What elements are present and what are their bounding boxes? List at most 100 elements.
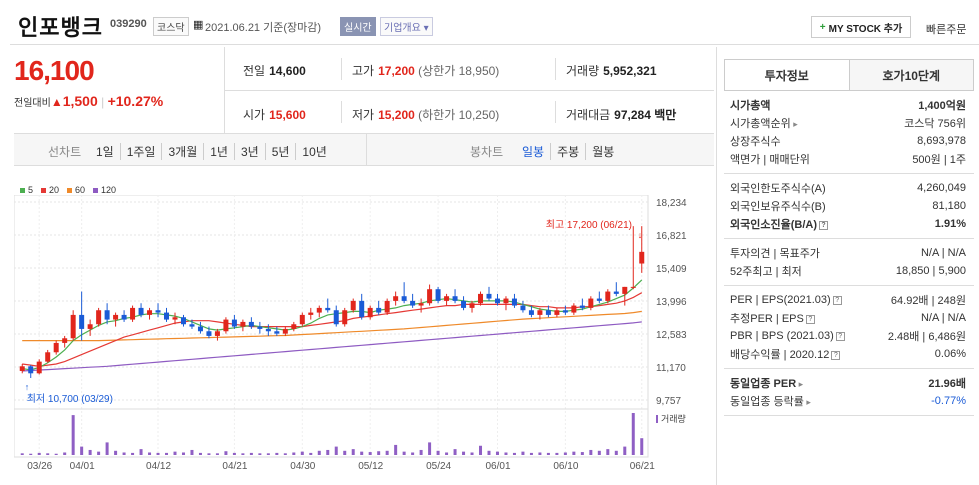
info-label: 외국인보유주식수(B) bbox=[730, 201, 826, 213]
period-tab[interactable]: 1년 bbox=[203, 143, 234, 160]
chart-legend: 5 20 60 120 bbox=[20, 185, 116, 195]
open-label: 시가 bbox=[243, 108, 266, 122]
realtime-tag[interactable]: 실시간 bbox=[340, 17, 376, 36]
volume-bar bbox=[71, 415, 75, 455]
help-icon[interactable]: ? bbox=[831, 350, 841, 360]
info-value: N/A | N/A bbox=[920, 312, 966, 324]
volume-bar bbox=[283, 453, 287, 455]
volume-bar bbox=[402, 451, 406, 455]
x-tick-label: 06/01 bbox=[485, 461, 510, 472]
divider bbox=[224, 47, 225, 133]
volume-bar bbox=[54, 453, 58, 455]
volume-bar bbox=[394, 444, 398, 455]
help-icon[interactable]: ? bbox=[835, 331, 845, 341]
company-info-dropdown[interactable]: 기업개요 ▾ bbox=[380, 17, 433, 36]
candle-body bbox=[240, 321, 246, 327]
candle-tab[interactable]: 일봉 bbox=[522, 145, 545, 159]
quick-order-button[interactable]: 빠른주문 bbox=[926, 24, 967, 36]
price-change: 전일대비▲1,500 | +10.27% bbox=[14, 93, 164, 109]
info-value: 4,260,049 bbox=[917, 182, 966, 194]
volume-bar bbox=[334, 446, 338, 455]
legend-label: 5 bbox=[28, 185, 34, 195]
period-tab[interactable]: 10년 bbox=[295, 143, 332, 160]
period-tab[interactable]: 5년 bbox=[264, 143, 296, 160]
volume-bar bbox=[589, 449, 593, 455]
candle-tab[interactable]: 월봉 bbox=[585, 143, 620, 160]
y-tick-label: 11,170 bbox=[656, 363, 686, 374]
change-label: 전일대비 bbox=[14, 98, 51, 109]
investment-info-panel: 투자정보 호가10단계 시가총액 1,400억원 시가총액순위 ▸ 코스닥 756위 상… bbox=[724, 59, 974, 416]
volume: 거래량 5,952,321 bbox=[566, 62, 657, 79]
tab-order-book[interactable]: 호가10단계 bbox=[849, 60, 973, 90]
candle-body bbox=[494, 298, 500, 304]
moving-average-line bbox=[22, 292, 643, 367]
candle-body bbox=[325, 307, 331, 311]
info-group: 외국인한도주식수(A) 4,260,049 외국인보유주식수(B) 81,180 외국인… bbox=[724, 174, 974, 239]
x-tick-label: 04/01 bbox=[70, 461, 95, 472]
volume-bar bbox=[462, 451, 466, 455]
candle-body bbox=[342, 310, 348, 325]
candle-body bbox=[214, 331, 220, 336]
info-row: PER | EPS(2021.03)? 64.92배 | 248원 bbox=[724, 291, 974, 309]
help-icon[interactable]: ? bbox=[832, 295, 842, 305]
candle-body bbox=[282, 328, 288, 334]
calendar-icon: ▦ bbox=[193, 19, 204, 31]
low-value: 15,200 bbox=[378, 108, 415, 122]
chevron-down-icon: ▾ bbox=[423, 23, 429, 34]
candle-body bbox=[537, 310, 543, 315]
volume-bar bbox=[215, 453, 219, 455]
info-row: 외국인소진율(B/A)? 1.91% bbox=[724, 215, 974, 233]
candlestick-chart[interactable]: 18,234 16,821 15,409 13,996 12,583 11,170 9,75… bbox=[14, 195, 714, 485]
volume-bar bbox=[385, 450, 389, 455]
chevron-right-icon: ▸ bbox=[796, 379, 804, 389]
candle-body bbox=[36, 361, 42, 374]
candle-body bbox=[130, 307, 136, 320]
period-tabs: 1일 1주일 3개월 1년 3년 5년 10년 bbox=[90, 143, 333, 160]
legend-label: 120 bbox=[101, 185, 117, 195]
candle-body bbox=[554, 310, 560, 315]
candle-body bbox=[639, 251, 645, 264]
amount-label: 거래대금 bbox=[566, 108, 611, 122]
info-label[interactable]: 동일업종 등락률 ▸ bbox=[730, 396, 811, 408]
help-icon[interactable]: ? bbox=[805, 314, 815, 324]
period-tab[interactable]: 1일 bbox=[96, 145, 114, 159]
info-value: 21.96배 bbox=[928, 378, 966, 390]
info-label[interactable]: 시가총액순위 ▸ bbox=[730, 118, 798, 130]
candle-body bbox=[588, 298, 594, 308]
volume-bar bbox=[139, 449, 143, 455]
volume-bar bbox=[529, 452, 533, 455]
tab-investment-info[interactable]: 투자정보 bbox=[725, 60, 850, 90]
period-tab[interactable]: 1주일 bbox=[119, 143, 162, 160]
volume-bar bbox=[266, 453, 270, 455]
candle-body bbox=[308, 312, 314, 315]
volume-bar bbox=[156, 452, 160, 455]
x-tick-label: 03/26 bbox=[27, 461, 52, 472]
volume-bar bbox=[640, 438, 644, 455]
legend-label: 60 bbox=[75, 185, 86, 195]
chevron-right-icon: ▸ bbox=[803, 397, 811, 407]
my-stock-add-button[interactable]: + MY STOCK 추가 bbox=[811, 16, 911, 38]
volume-bar bbox=[232, 452, 236, 455]
info-label: 액면가 | 매매단위 bbox=[730, 154, 810, 166]
period-tab[interactable]: 3년 bbox=[233, 143, 265, 160]
candle-body bbox=[147, 310, 153, 315]
y-tick-label: 15,409 bbox=[656, 264, 687, 275]
volume-bar bbox=[131, 452, 135, 455]
amount-unit: 백만 bbox=[654, 108, 677, 122]
volume-bar bbox=[46, 453, 50, 455]
volume-label: 거래량 bbox=[661, 413, 686, 424]
volume-bar bbox=[190, 449, 194, 455]
period-tab[interactable]: 3개월 bbox=[161, 143, 203, 160]
help-icon[interactable]: ? bbox=[819, 220, 828, 230]
candle-body bbox=[469, 303, 475, 308]
volume-bar bbox=[20, 453, 24, 455]
info-row: 상장주식수 8,693,978 bbox=[724, 132, 974, 150]
volume-bar bbox=[597, 450, 601, 455]
low-price: 저가 15,200 (하한가 10,250) bbox=[352, 106, 499, 123]
volume-bar bbox=[495, 451, 499, 455]
info-label[interactable]: 동일업종 PER ▸ bbox=[730, 378, 804, 390]
info-row: 액면가 | 매매단위 500원 | 1주 bbox=[724, 150, 974, 168]
info-label: 배당수익률 | 2020.12? bbox=[730, 346, 841, 362]
side-groups: 시가총액 1,400억원 시가총액순위 ▸ 코스닥 756위 상장주식수 8,693,97… bbox=[724, 91, 974, 416]
candle-tab[interactable]: 주봉 bbox=[550, 143, 585, 160]
